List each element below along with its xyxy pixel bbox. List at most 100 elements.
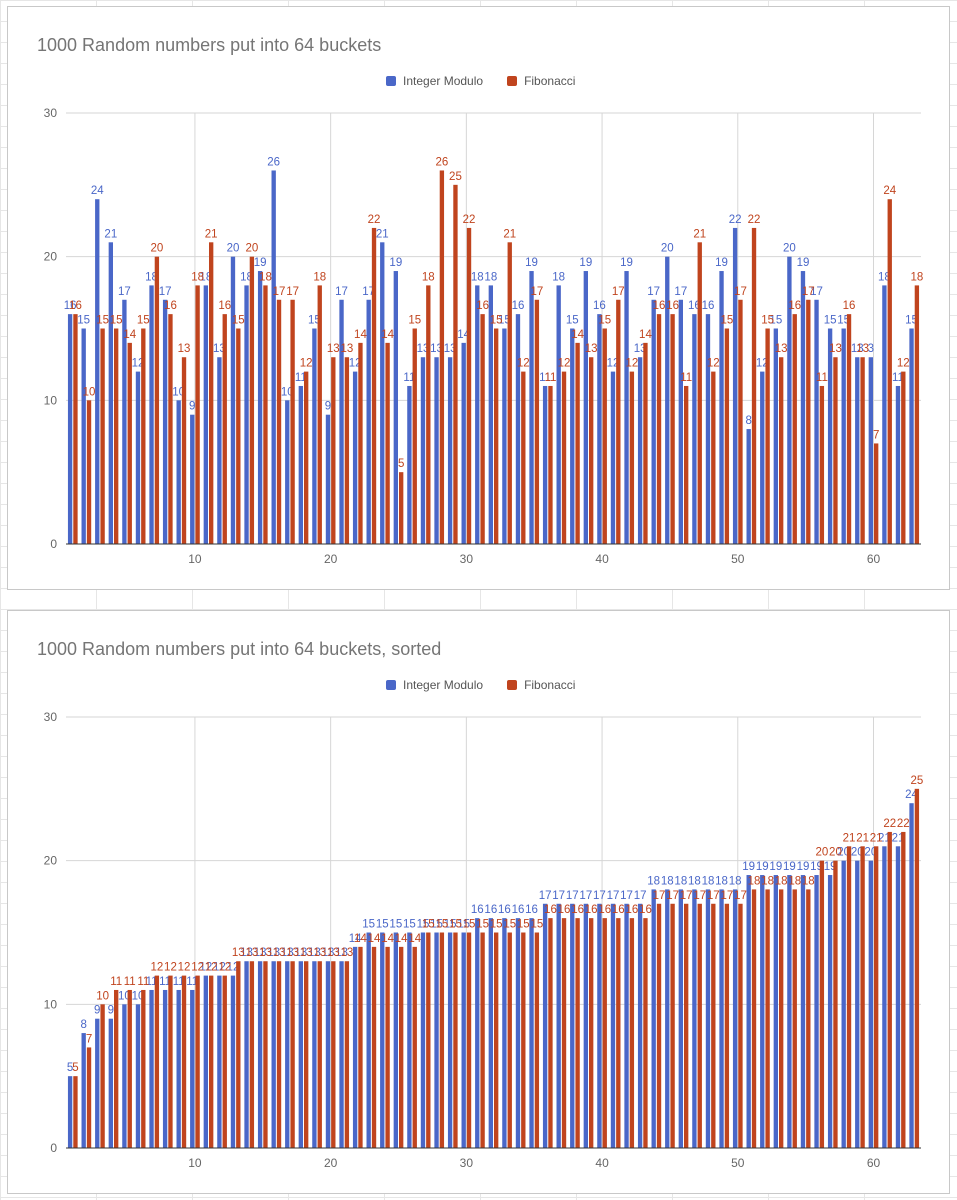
data-label-fibonacci: 13 bbox=[585, 343, 598, 355]
data-label-fibonacci: 11 bbox=[680, 372, 692, 384]
data-label-fibonacci: 16 bbox=[598, 904, 611, 916]
bar-fibonacci bbox=[141, 328, 146, 544]
bar-integer-modulo bbox=[135, 371, 141, 544]
bar-integer-modulo bbox=[81, 328, 86, 544]
data-label-integer-modulo: 19 bbox=[620, 257, 633, 269]
data-label-integer-modulo: 13 bbox=[281, 947, 294, 959]
bar-integer-modulo bbox=[665, 889, 670, 1148]
data-label-integer-modulo: 22 bbox=[729, 214, 742, 226]
bar-fibonacci bbox=[222, 975, 227, 1148]
bar-integer-modulo bbox=[800, 271, 806, 544]
data-label-integer-modulo: 16 bbox=[593, 300, 606, 312]
bar-fibonacci bbox=[439, 932, 445, 1148]
bar-integer-modulo bbox=[176, 400, 181, 544]
data-label-fibonacci: 16 bbox=[544, 904, 557, 916]
bar-integer-modulo bbox=[339, 961, 344, 1148]
data-label-fibonacci: 15 bbox=[463, 919, 476, 931]
bar-integer-modulo bbox=[257, 271, 263, 544]
bar-integer-modulo bbox=[773, 328, 778, 544]
data-label-integer-modulo: 17 bbox=[620, 890, 633, 902]
bar-integer-modulo bbox=[705, 314, 711, 544]
data-label-fibonacci: 16 bbox=[612, 904, 625, 916]
bar-integer-modulo bbox=[190, 989, 195, 1148]
data-label-fibonacci: 7 bbox=[86, 1033, 92, 1045]
data-label-integer-modulo: 19 bbox=[579, 257, 592, 269]
bar-fibonacci bbox=[629, 918, 635, 1148]
data-label-integer-modulo: 18 bbox=[661, 875, 674, 887]
bar-integer-modulo bbox=[570, 328, 575, 544]
bar-fibonacci bbox=[141, 989, 146, 1148]
bar-integer-modulo bbox=[746, 875, 751, 1148]
data-label-fibonacci: 13 bbox=[178, 343, 191, 355]
bar-integer-modulo bbox=[312, 961, 317, 1148]
bar-integer-modulo bbox=[67, 1076, 73, 1148]
bar-fibonacci bbox=[833, 357, 838, 544]
data-label-integer-modulo: 17 bbox=[579, 890, 592, 902]
data-label-fibonacci: 20 bbox=[815, 847, 828, 859]
bar-integer-modulo bbox=[81, 1033, 86, 1148]
bar-fibonacci bbox=[724, 903, 730, 1148]
data-label-fibonacci: 12 bbox=[205, 962, 218, 974]
legend-label-fibonacci: Fibonacci bbox=[524, 678, 576, 692]
data-label-integer-modulo: 9 bbox=[94, 1005, 100, 1017]
data-label-integer-modulo: 11 bbox=[159, 976, 171, 988]
data-label-integer-modulo: 17 bbox=[566, 890, 579, 902]
bar-fibonacci bbox=[521, 932, 526, 1148]
bar-integer-modulo bbox=[475, 285, 480, 544]
bar-fibonacci bbox=[222, 314, 227, 544]
bar-integer-modulo bbox=[692, 889, 697, 1148]
data-label-fibonacci: 5 bbox=[72, 1062, 78, 1074]
bar-fibonacci bbox=[779, 889, 784, 1148]
bar-integer-modulo bbox=[827, 328, 833, 544]
bar-fibonacci bbox=[738, 299, 743, 544]
bar-fibonacci bbox=[236, 961, 241, 1148]
data-label-fibonacci: 18 bbox=[422, 271, 435, 283]
data-label-integer-modulo: 12 bbox=[213, 962, 226, 974]
bar-fibonacci bbox=[195, 975, 200, 1148]
data-label-integer-modulo: 20 bbox=[227, 243, 240, 255]
data-label-fibonacci: 15 bbox=[490, 315, 503, 327]
bar-fibonacci bbox=[494, 328, 499, 544]
bar-fibonacci bbox=[100, 328, 105, 544]
bar-integer-modulo bbox=[149, 285, 154, 544]
bar-fibonacci bbox=[412, 328, 417, 544]
bar-integer-modulo bbox=[827, 875, 833, 1148]
data-label-integer-modulo: 11 bbox=[892, 372, 904, 384]
data-label-fibonacci: 20 bbox=[150, 243, 163, 255]
data-label-fibonacci: 15 bbox=[490, 919, 503, 931]
legend-item-integer-modulo: Integer Modulo bbox=[386, 74, 483, 88]
data-label-fibonacci: 15 bbox=[110, 315, 123, 327]
bar-fibonacci bbox=[494, 932, 499, 1148]
bar-fibonacci bbox=[697, 903, 702, 1148]
data-label-fibonacci: 13 bbox=[340, 947, 353, 959]
x-tick-label: 30 bbox=[460, 552, 474, 566]
bar-integer-modulo bbox=[787, 256, 792, 544]
bar-integer-modulo bbox=[380, 932, 385, 1148]
data-label-integer-modulo: 5 bbox=[67, 1062, 73, 1074]
chart-panel-sorted: 1000 Random numbers put into 64 buckets,… bbox=[7, 610, 950, 1194]
data-label-fibonacci: 18 bbox=[910, 271, 923, 283]
bar-integer-modulo bbox=[868, 860, 873, 1148]
bar-integer-modulo bbox=[787, 875, 792, 1148]
data-label-fibonacci: 17 bbox=[666, 890, 679, 902]
bar-integer-modulo bbox=[637, 357, 643, 544]
data-label-fibonacci: 16 bbox=[476, 300, 489, 312]
data-label-fibonacci: 15 bbox=[720, 315, 733, 327]
bar-integer-modulo bbox=[217, 357, 222, 544]
bar-fibonacci bbox=[901, 371, 906, 544]
bar-fibonacci bbox=[792, 314, 797, 544]
bar-fibonacci bbox=[209, 242, 214, 545]
data-label-fibonacci: 17 bbox=[734, 890, 747, 902]
bar-fibonacci bbox=[846, 314, 852, 544]
bar-integer-modulo bbox=[556, 285, 561, 544]
bar-fibonacci bbox=[874, 443, 879, 544]
legend-item-fibonacci: Fibonacci bbox=[507, 678, 575, 692]
bar-integer-modulo bbox=[515, 314, 521, 544]
bar-fibonacci bbox=[154, 256, 160, 544]
bar-integer-modulo bbox=[285, 961, 290, 1148]
bar-integer-modulo bbox=[366, 932, 371, 1148]
bar-integer-modulo bbox=[732, 227, 738, 544]
bar-integer-modulo bbox=[841, 328, 846, 544]
bar-fibonacci bbox=[548, 385, 553, 544]
data-label-integer-modulo: 16 bbox=[471, 904, 484, 916]
